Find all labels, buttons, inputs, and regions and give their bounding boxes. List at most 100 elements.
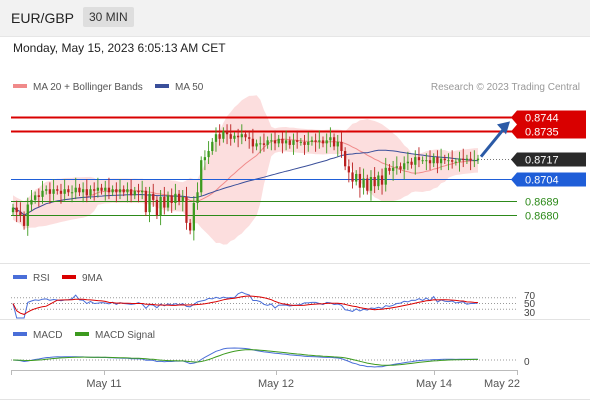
candle-up [181, 196, 184, 202]
candle-down [366, 178, 369, 191]
x-tick-label: May 11 [86, 378, 121, 390]
timeframe-badge[interactable]: 30 MIN [83, 7, 134, 27]
candle-up [89, 189, 92, 196]
candle-down [314, 140, 317, 142]
candle-up [233, 135, 236, 139]
candle-down [469, 158, 472, 161]
macd-legend-label: MACD [33, 330, 62, 341]
candle-up [26, 204, 29, 226]
resistance-level-label-pointer [511, 124, 517, 139]
resistance-level-label-group: 0.8735 [511, 124, 586, 139]
candle-up [34, 195, 37, 200]
candle-up [318, 140, 321, 142]
candle-up [196, 192, 199, 203]
support-level-label: 0.8689 [525, 197, 559, 209]
candle-down [236, 135, 240, 138]
candle-down [347, 166, 350, 173]
candle-down [358, 173, 362, 188]
rsi-line [12, 291, 479, 319]
resistance-level-label-bg [517, 124, 586, 139]
candle-down [443, 158, 446, 161]
resistance-level-label: 0.8744 [525, 113, 559, 125]
candle-up [307, 141, 310, 145]
pivot-level-label: 0.8704 [525, 175, 559, 187]
candle-down [37, 195, 40, 197]
candle-down [251, 138, 255, 147]
candle-down [155, 199, 159, 216]
candle-up [126, 189, 129, 193]
x-tick-label: May 14 [416, 378, 452, 390]
candle-up [439, 158, 443, 164]
report-datetime: Monday, May 15, 2023 6:05:13 AM CET [13, 41, 226, 55]
candle-down [380, 175, 384, 185]
current-level-label-bg [517, 152, 586, 167]
candle-up [259, 143, 262, 145]
candle-up [270, 140, 273, 142]
rsi-level-70: 70 [524, 291, 536, 302]
candle-up [447, 160, 450, 162]
candle-down [15, 207, 18, 213]
resistance-level-label-group: 0.8744 [511, 110, 586, 125]
candle-up [74, 187, 77, 193]
candle-up [52, 189, 55, 194]
macd-level-0: 0 [524, 357, 530, 368]
candle-down [417, 157, 421, 161]
candle-down [273, 140, 277, 144]
ma50-legend-label: MA 50 [175, 82, 204, 93]
candle-down [163, 196, 166, 208]
candle-up [299, 141, 302, 143]
candle-up [432, 157, 435, 164]
candle-down [185, 196, 188, 223]
candle-up [266, 140, 269, 145]
candle-down [451, 160, 454, 162]
candle-down [340, 141, 343, 152]
candle-down [152, 193, 155, 200]
candle-down [85, 189, 88, 196]
forecast-arrow-head [497, 121, 510, 135]
candle-up [277, 138, 280, 144]
rsi-ma-line [12, 295, 479, 315]
candle-down [229, 134, 232, 139]
candle-up [41, 190, 44, 197]
candle-up [70, 192, 74, 194]
candle-up [377, 175, 380, 187]
candle-up [284, 140, 288, 144]
candle-up [148, 193, 151, 213]
candle-up [362, 178, 365, 188]
resistance-level-label: 0.8735 [525, 127, 559, 139]
candle-down [67, 189, 70, 193]
bollinger-band [13, 95, 478, 245]
time-axis-ticks [11, 370, 518, 375]
candle-up [414, 157, 417, 165]
candle-down [137, 190, 140, 193]
candle-down [410, 161, 413, 165]
candle-up [81, 189, 85, 193]
rsi-legend-label: RSI [33, 273, 50, 284]
candle-up [96, 187, 100, 191]
instrument-title: EUR/GBP [11, 10, 75, 26]
rsi-level-50: 50 [524, 299, 536, 310]
candle-down [107, 187, 111, 193]
candle-up [465, 158, 469, 161]
candle-up [454, 161, 457, 163]
x-tick-label: May 12 [258, 378, 294, 390]
candle-down [373, 177, 376, 187]
candle-up [329, 137, 332, 141]
candle-up [369, 177, 373, 191]
candle-down [78, 187, 81, 193]
candle-up [63, 189, 66, 194]
pivot-level-label-bg [517, 172, 586, 187]
candle-up [30, 199, 33, 205]
candle-up [458, 158, 461, 162]
candle-down [100, 187, 103, 191]
candle-up [255, 143, 258, 147]
candle-down [129, 189, 133, 196]
rsi-plot [11, 291, 517, 319]
candle-up [133, 190, 136, 196]
rsi-level-30: 30 [524, 308, 536, 319]
macd-signal-legend-swatch [75, 332, 89, 336]
candle-down [462, 158, 465, 161]
candle-up [203, 157, 207, 161]
candle-up [355, 173, 358, 182]
candle-up [310, 140, 314, 142]
